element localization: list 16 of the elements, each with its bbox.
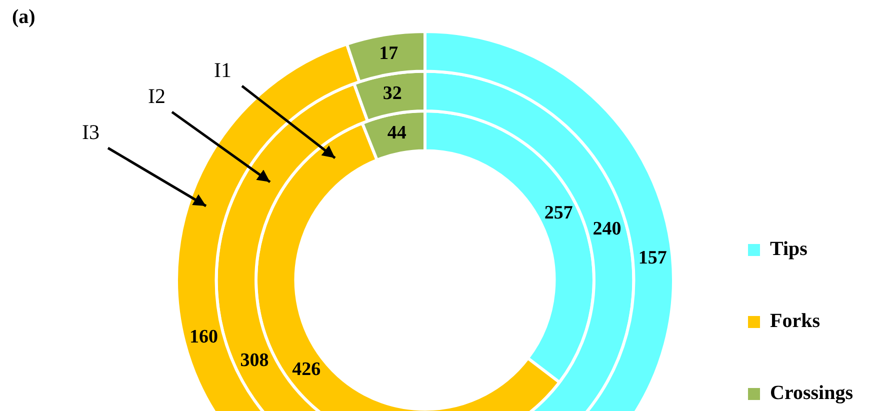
data-label: 257 (544, 202, 574, 224)
chart-title: (a) (12, 6, 36, 29)
legend-label: Crossings (770, 382, 853, 405)
data-label: 240 (592, 218, 622, 240)
text: I2 (148, 84, 166, 109)
data-label: 157 (638, 247, 668, 268)
text: I1 (214, 58, 232, 83)
data-label: 426 (292, 359, 321, 380)
data-label: 308 (240, 350, 269, 372)
data-label: 160 (189, 326, 218, 348)
data-label: 17 (379, 43, 399, 64)
legend-label: Forks (770, 310, 820, 333)
data-label: 32 (382, 82, 402, 104)
text: I3 (82, 120, 100, 145)
data-label: 44 (387, 122, 407, 144)
legend-label: Tips (770, 238, 808, 261)
